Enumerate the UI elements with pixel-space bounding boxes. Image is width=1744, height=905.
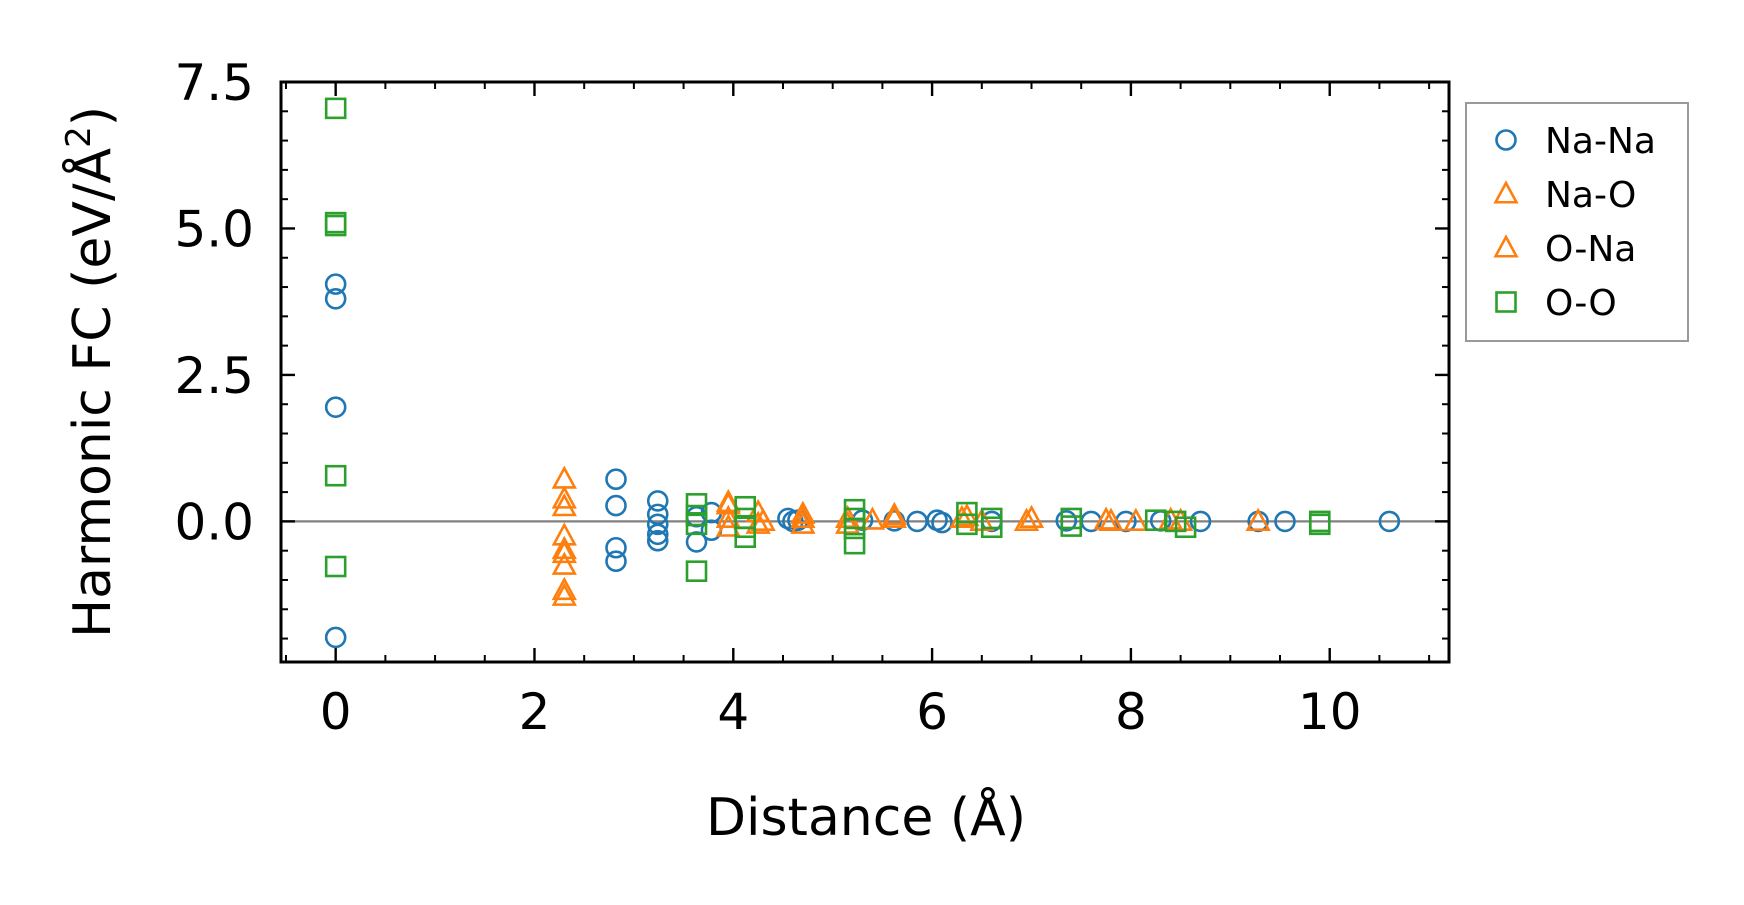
point-na-na bbox=[605, 468, 627, 491]
point-o-o bbox=[956, 501, 978, 524]
point-na-o bbox=[551, 485, 577, 509]
x-tick-label: 4 bbox=[717, 683, 749, 741]
point-na-o bbox=[790, 510, 816, 534]
x-tick-label: 2 bbox=[519, 683, 551, 741]
y-tick-label: 2.5 bbox=[174, 347, 254, 405]
legend-box bbox=[1465, 102, 1689, 342]
tick-labels: 0 2 4 6 8 10 0.0 2.5 5.0 7.5 bbox=[174, 54, 1361, 741]
point-na-na bbox=[605, 550, 627, 573]
point-na-o bbox=[881, 501, 907, 526]
y-axis-label-close: ) bbox=[63, 106, 123, 126]
point-o-o bbox=[685, 493, 708, 515]
legend-marker-o-o bbox=[1495, 291, 1517, 313]
point-na-o bbox=[1245, 507, 1271, 531]
point-o-o bbox=[843, 517, 866, 540]
y-axis-label-superscript: 2 bbox=[59, 126, 99, 148]
point-o-o bbox=[843, 532, 866, 555]
point-na-na bbox=[1378, 510, 1401, 533]
point-na-o bbox=[1123, 507, 1149, 531]
plot-content bbox=[281, 97, 1449, 649]
series-na-o bbox=[551, 465, 1271, 606]
y-tick-label: 5.0 bbox=[174, 200, 254, 258]
point-na-na bbox=[646, 490, 669, 512]
point-na-o bbox=[745, 510, 771, 534]
legend-label-na-o: Na-O bbox=[1545, 175, 1636, 216]
point-na-o bbox=[551, 551, 577, 575]
series-na-na bbox=[324, 273, 1401, 649]
y-axis-label: Harmonic FC (eV/Å2) bbox=[59, 106, 123, 638]
point-na-na bbox=[605, 494, 627, 517]
y-tick-label: 0.0 bbox=[174, 493, 254, 551]
point-na-o bbox=[551, 539, 577, 564]
point-na-na bbox=[685, 531, 708, 553]
y-tick-label: 7.5 bbox=[174, 54, 254, 112]
point-na-na bbox=[324, 626, 347, 649]
point-na-o bbox=[715, 504, 741, 529]
point-na-na bbox=[1274, 510, 1296, 533]
legend-marker-na-o bbox=[1493, 180, 1519, 204]
point-o-o bbox=[1308, 513, 1331, 536]
point-o-o bbox=[685, 513, 708, 536]
legend: Na-Na Na-O O-Na O-O bbox=[1465, 102, 1689, 342]
point-o-o bbox=[734, 526, 757, 549]
point-o-na bbox=[881, 504, 907, 529]
point-o-o bbox=[1174, 516, 1197, 539]
point-na-na bbox=[646, 513, 669, 536]
point-na-na bbox=[931, 511, 953, 534]
series-o-o bbox=[324, 97, 1331, 582]
legend-label-o-o: O-O bbox=[1545, 283, 1617, 324]
point-na-na bbox=[646, 529, 669, 552]
point-o-o bbox=[956, 513, 978, 536]
point-o-o bbox=[685, 560, 708, 582]
point-na-o bbox=[1018, 504, 1045, 529]
legend-items: Na-Na Na-O O-Na O-O bbox=[1493, 121, 1656, 324]
axis-ticks bbox=[281, 80, 1449, 662]
point-o-o bbox=[324, 555, 347, 578]
legend-marker-o-na bbox=[1493, 234, 1519, 258]
point-o-o bbox=[324, 214, 347, 237]
point-na-o bbox=[551, 465, 577, 489]
point-na-na bbox=[324, 287, 347, 310]
point-na-o bbox=[859, 506, 886, 530]
point-o-na bbox=[715, 488, 741, 513]
point-na-o bbox=[551, 493, 577, 517]
x-axis-label: Distance (Å) bbox=[706, 786, 1026, 848]
x-tick-label: 6 bbox=[916, 683, 948, 741]
point-o-na bbox=[750, 507, 776, 531]
point-na-na bbox=[1055, 510, 1078, 532]
y-axis-label-main: Harmonic FC (eV/Å bbox=[61, 147, 123, 638]
point-na-na bbox=[1189, 510, 1212, 533]
plot-frame bbox=[279, 80, 1451, 664]
point-o-na bbox=[790, 504, 816, 529]
point-o-na bbox=[1098, 507, 1124, 531]
point-o-o bbox=[324, 97, 347, 120]
x-tick-label: 0 bbox=[320, 683, 352, 741]
point-na-o bbox=[790, 500, 816, 524]
point-na-na bbox=[324, 273, 347, 295]
point-o-o bbox=[734, 495, 757, 518]
point-na-na bbox=[646, 523, 669, 546]
legend-label-na-na: Na-Na bbox=[1545, 121, 1656, 162]
point-o-na bbox=[834, 510, 861, 534]
point-o-o bbox=[1060, 515, 1083, 537]
point-na-o bbox=[551, 535, 577, 560]
point-na-na bbox=[324, 396, 347, 418]
point-o-na bbox=[715, 513, 741, 537]
point-na-o bbox=[551, 576, 577, 601]
point-o-o bbox=[324, 464, 347, 487]
x-tick-label: 10 bbox=[1298, 683, 1362, 741]
x-tick-label: 8 bbox=[1115, 683, 1147, 741]
point-o-na bbox=[1013, 507, 1040, 531]
legend-label-o-na: O-Na bbox=[1545, 229, 1636, 270]
point-na-o bbox=[551, 582, 577, 606]
legend-marker-na-na bbox=[1495, 129, 1517, 151]
point-na-na bbox=[605, 536, 627, 559]
point-o-o bbox=[980, 516, 1003, 539]
